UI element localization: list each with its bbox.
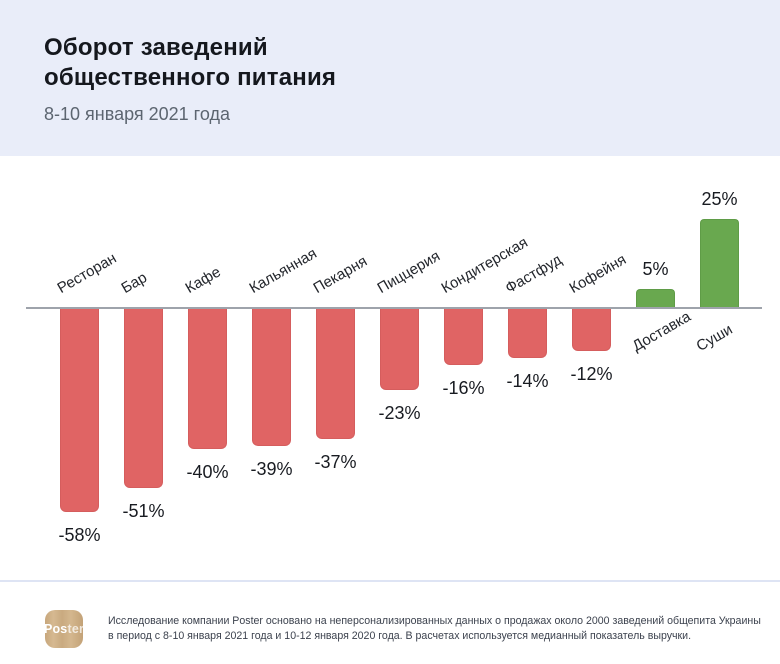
bar-9: [572, 309, 611, 351]
bar-6: [380, 309, 419, 390]
bar-value-label-7: -16%: [442, 378, 485, 398]
bar-8: [508, 309, 547, 358]
bar-7: [444, 309, 483, 365]
bar-value-label-6: -23%: [378, 403, 421, 423]
bar-category-label-3: Кафе: [182, 263, 224, 297]
bar-value-label-4: -39%: [250, 459, 293, 479]
bar-value-label-11: 25%: [701, 189, 738, 209]
bar-value-label-2: -51%: [122, 501, 165, 521]
bar-chart: Ресторан -58% Бар -51% Кафе -40% Кальянная -39%…: [0, 156, 780, 580]
bar-category-label-6: Пиццерия: [374, 247, 444, 297]
poster-logo: Pos ter: [43, 610, 85, 648]
bar-3: [188, 309, 227, 449]
header: Оборот заведений общественного питания 8…: [0, 0, 780, 156]
bar-category-label-2: Бар: [118, 269, 150, 297]
bar-category-label-1: Ресторан: [54, 249, 120, 297]
bar-category-label-10: Доставка: [629, 308, 694, 355]
bar-11: [700, 219, 739, 307]
bar-2: [124, 309, 163, 488]
bar-1: [60, 309, 99, 512]
footer: Pos ter Исследование компании Poster осно…: [0, 580, 780, 664]
bar-value-label-3: -40%: [186, 462, 229, 482]
bar-10: [636, 289, 675, 307]
bar-value-label-8: -14%: [506, 371, 549, 391]
bar-value-label-10: 5%: [642, 259, 669, 279]
bar-4: [252, 309, 291, 446]
poster-logo-text-bold: Pos: [43, 622, 68, 636]
page-subtitle: 8-10 января 2021 года: [44, 104, 230, 124]
bar-category-label-11: Суши: [693, 320, 736, 355]
bar-value-label-5: -37%: [314, 452, 357, 472]
bar-5: [316, 309, 355, 439]
bar-value-label-9: -12%: [570, 364, 613, 384]
x-axis-line: [26, 307, 762, 309]
poster-logo-text-light: ter: [67, 622, 85, 636]
bar-category-label-4: Кальянная: [246, 244, 320, 297]
page-title: Оборот заведений общественного питания: [44, 34, 337, 91]
bar-value-label-1: -58%: [58, 525, 101, 545]
research-note: Исследование компании Poster основано на…: [108, 615, 761, 642]
